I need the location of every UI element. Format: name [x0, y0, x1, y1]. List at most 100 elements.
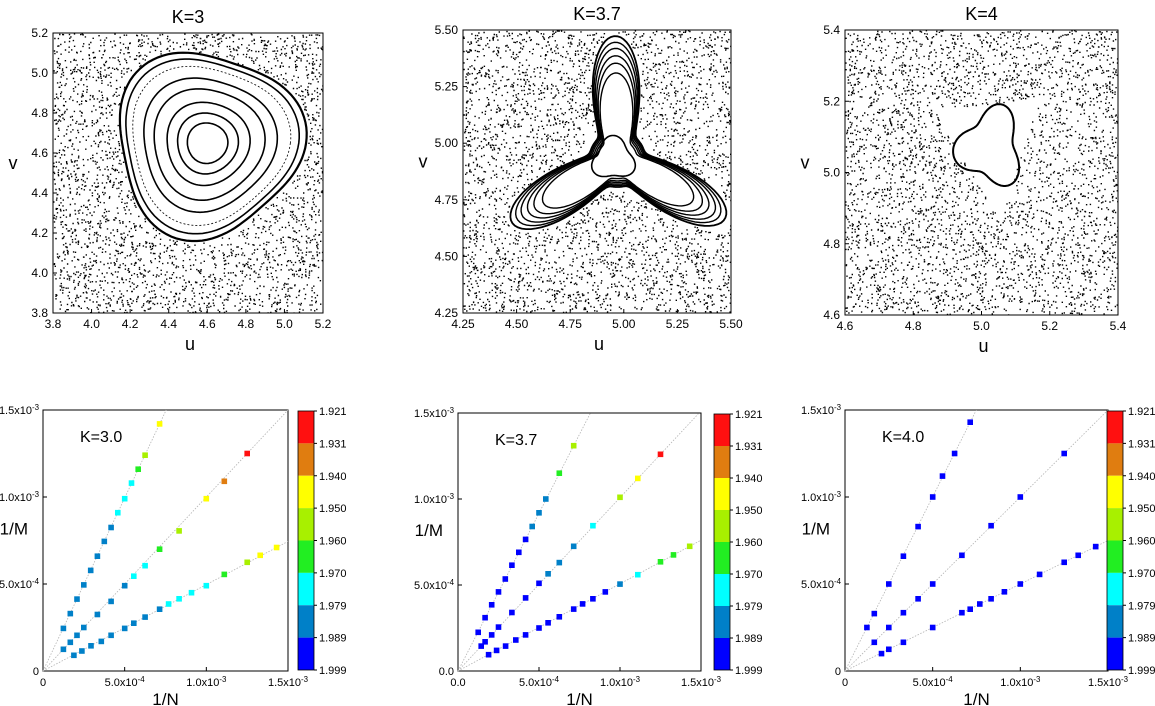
- scaling-panel-1: 0 5.0x10-4 1.0x10-3 1.5x10-3 0 5.0x10-4 1.0x10…: [0, 403, 347, 706]
- colorbar-label: 1.921: [319, 406, 347, 418]
- x-tick-label: 0: [40, 677, 46, 689]
- data-point: [522, 595, 529, 601]
- kam-torus-curve: [166, 101, 251, 187]
- data-point: [929, 624, 936, 631]
- data-point: [522, 536, 529, 543]
- colorbar-label: 1.940: [319, 471, 347, 483]
- data-point: [915, 523, 921, 530]
- data-point: [900, 553, 907, 559]
- data-point: [165, 601, 172, 607]
- chaotic-sea: [53, 33, 323, 313]
- data-point: [590, 522, 596, 529]
- colorbar-label: 1.979: [1128, 600, 1155, 612]
- data-point: [142, 614, 148, 620]
- data-point: [79, 648, 85, 654]
- data-point: [509, 609, 515, 616]
- colorbar-segment: [1107, 475, 1123, 509]
- data-point: [87, 567, 94, 574]
- colorbar: 1.921 1.931 1.940 1.950 1.960 1.970 1.979 1.989…: [297, 406, 347, 677]
- data-point: [475, 629, 481, 636]
- data-point: [536, 625, 542, 631]
- colorbar-segment: [298, 637, 314, 670]
- kam-torus-curve: [952, 103, 1021, 187]
- x-tick-label: 1.5x10-3: [681, 675, 722, 690]
- data-point: [617, 494, 623, 501]
- x-axis-label: 1/N: [963, 690, 989, 706]
- fit-line: [42, 409, 289, 672]
- y-tick-label: 5.25: [435, 80, 459, 94]
- colorbar-label: 1.931: [1128, 438, 1155, 450]
- x-tick-label: 5.0: [973, 319, 990, 333]
- x-tick-label: 0.0: [450, 677, 465, 689]
- x-axis-label: 1/N: [152, 690, 178, 706]
- y-tick-label: 4.50: [435, 249, 459, 263]
- data-point: [156, 546, 163, 552]
- data-point: [81, 624, 87, 631]
- data-point: [1061, 450, 1067, 457]
- data-point: [590, 596, 596, 602]
- y-tick-label: 5.0x10-4: [0, 577, 40, 592]
- data-point: [959, 609, 965, 616]
- data-point: [536, 580, 542, 587]
- kam-torus-curve: [176, 112, 240, 175]
- data-point: [156, 606, 163, 612]
- y-tick-label: 0.0: [439, 666, 454, 678]
- y-tick-label: 4.8: [31, 106, 48, 120]
- colorbar-segment: [1107, 637, 1123, 670]
- x-tick-label: 5.0x10-4: [519, 675, 560, 690]
- data-point: [94, 611, 101, 618]
- panel-title: K=3: [172, 7, 205, 27]
- data-point: [121, 625, 128, 632]
- data-point: [864, 624, 870, 631]
- kam-torus-curve: [125, 58, 300, 235]
- data-point: [939, 473, 946, 479]
- fit-line: [844, 409, 977, 672]
- x-tick-label: 0: [842, 677, 848, 689]
- y-tick-label: 4.2: [31, 226, 48, 240]
- colorbar-segment: [714, 574, 730, 606]
- colorbar-segment: [298, 443, 314, 476]
- data-point: [635, 571, 641, 578]
- colorbar-segment: [298, 411, 314, 444]
- data-point: [686, 543, 693, 550]
- x-tick-label: 5.0x10-4: [105, 675, 146, 690]
- x-tick-label: 1.5x10-3: [1088, 675, 1129, 690]
- plot-frame: [457, 412, 702, 672]
- data-point: [556, 559, 563, 566]
- y-tick-label: 4.6: [823, 308, 840, 322]
- data-point: [1075, 552, 1081, 559]
- data-point: [522, 632, 529, 638]
- data-point: [88, 643, 94, 649]
- data-point: [556, 614, 563, 620]
- colorbar-label: 1.979: [319, 600, 347, 612]
- kam-torus-curve: [520, 47, 717, 223]
- data-point: [635, 475, 641, 482]
- data-point: [203, 495, 210, 502]
- x-tick-label: 4.8: [905, 319, 922, 333]
- colorbar-segment: [298, 605, 314, 638]
- chaotic-sea: [463, 30, 731, 313]
- x-tick-label: 1.0x10-3: [186, 675, 227, 690]
- kam-torus-curve: [186, 122, 229, 165]
- data-point: [670, 552, 677, 558]
- x-tick-label: 4.0: [83, 317, 100, 331]
- scaling-panel-2: 0.0 5.0x10-4 1.0x10-3 1.5x10-3 0.0 5.0x10-4 1.…: [414, 406, 763, 706]
- y-tick-label: 0: [835, 666, 841, 678]
- colorbar-segment: [714, 638, 730, 670]
- x-tick-label: 4.75: [559, 317, 583, 331]
- data-point: [570, 543, 577, 550]
- colorbar-label: 1.970: [1128, 568, 1155, 580]
- kam-torus-curve: [541, 72, 695, 209]
- data-point: [959, 552, 965, 559]
- x-tick-label: 3.8: [45, 317, 62, 331]
- colorbar-label: 1.989: [319, 633, 347, 645]
- data-point: [188, 589, 195, 596]
- data-point: [1061, 559, 1067, 566]
- data-point: [495, 624, 502, 630]
- plot-frame: [42, 409, 289, 672]
- colorbar-segment: [298, 508, 314, 541]
- colorbar-label: 1.960: [1128, 536, 1155, 548]
- data-point: [485, 651, 492, 658]
- colorbar-label: 1.940: [1128, 471, 1155, 483]
